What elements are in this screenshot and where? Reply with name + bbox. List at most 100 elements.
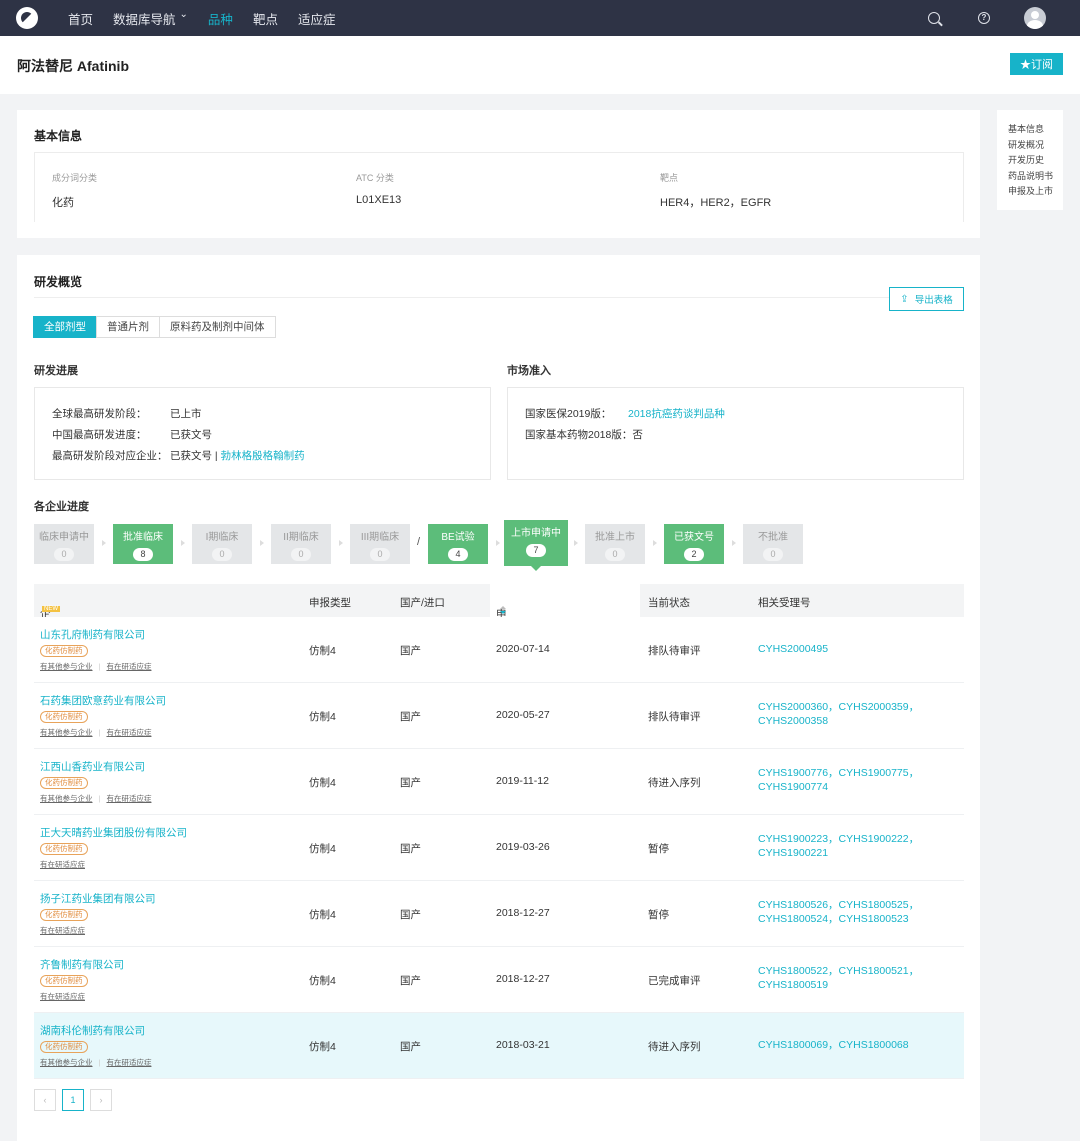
stage-5[interactable]: BE试验 4 bbox=[428, 524, 488, 564]
next-page-button[interactable]: › bbox=[90, 1089, 112, 1111]
status-cell: 已完成审评 bbox=[648, 975, 701, 987]
global-stage: 全球最高研发阶段： 已上市 bbox=[52, 406, 202, 421]
sub-separator: | bbox=[98, 728, 101, 737]
sub-links: 有在研适应症 bbox=[40, 859, 187, 870]
table-row: 江西山香药业有限公司 化药仿制药 有其他参与企业 | 有在研适应症 仿制4 国产 2019-1… bbox=[34, 749, 964, 815]
stage-8[interactable]: 已获文号 2 bbox=[664, 524, 724, 564]
company-link[interactable]: 齐鲁制药有限公司 bbox=[40, 959, 124, 971]
number-link[interactable]: CYHS1800526，CYHS1800525， bbox=[758, 899, 920, 911]
sub-link[interactable]: 有其他参与企业 bbox=[40, 728, 93, 737]
page-1-button[interactable]: 1 bbox=[62, 1089, 84, 1111]
nav-link-0[interactable]: 首页 bbox=[68, 12, 94, 27]
tab-1[interactable]: 普通片剂 bbox=[96, 316, 160, 338]
sub-link[interactable]: 有在研适应症 bbox=[106, 1058, 152, 1067]
number-link[interactable]: CYHS1900223，CYHS1900222， bbox=[758, 833, 920, 845]
number-link[interactable]: CYHS1900776，CYHS1900775， bbox=[758, 767, 920, 779]
side-nav-item-3[interactable]: 药品说明书 bbox=[1008, 170, 1054, 181]
date-cell: 2018-12-27 bbox=[496, 907, 550, 919]
field-target: 靶点 HER4，HER2，EGFR bbox=[660, 171, 771, 210]
company-link[interactable]: 石药集团欧意药业有限公司 bbox=[40, 695, 166, 707]
number-link[interactable]: CYHS1800519 bbox=[758, 979, 829, 991]
stage-4[interactable]: III期临床 0 bbox=[350, 524, 410, 564]
stage-0[interactable]: 临床申请中 0 bbox=[34, 524, 94, 564]
field-value: 化药 bbox=[52, 197, 74, 209]
sub-link[interactable]: 有在研适应症 bbox=[40, 860, 85, 869]
company-link[interactable]: 湖南科伦制药有限公司 bbox=[40, 1025, 145, 1037]
table-header: 企业名称NEW 申报类型 国产/进口 申请上市时间 当前状态 相关受理号 bbox=[34, 584, 964, 695]
stage-name: II期临床 bbox=[283, 532, 319, 543]
header-origin: 国产/进口 bbox=[400, 597, 445, 609]
nav-link-4[interactable]: 适应症 bbox=[297, 12, 336, 27]
sub-link[interactable]: 有在研适应症 bbox=[40, 992, 85, 1001]
sub-link[interactable]: 有在研适应症 bbox=[106, 794, 152, 803]
stages-title: 各企业进度 bbox=[34, 501, 89, 513]
top-nav: 首页 数据库导航 ⌄ 品种 靶点 适应症 ? bbox=[0, 0, 1080, 36]
company-separator: | bbox=[214, 450, 218, 462]
number-link[interactable]: CYHS2000358 bbox=[758, 715, 829, 727]
company-link[interactable]: 正大天晴药业集团股份有限公司 bbox=[40, 827, 187, 839]
nav-right: ? bbox=[928, 0, 1080, 36]
prev-page-button[interactable]: ‹ bbox=[34, 1089, 56, 1111]
sub-link[interactable]: 有其他参与企业 bbox=[40, 1058, 93, 1067]
sort-icon[interactable] bbox=[500, 606, 506, 614]
number-link[interactable]: CYHS1800524，CYHS1800523 bbox=[758, 913, 909, 925]
stage-name: BE试验 bbox=[441, 532, 475, 543]
insurance-link[interactable]: 2018抗癌药谈判品种 bbox=[628, 408, 725, 420]
company-link[interactable]: 勃林格殷格翰制药 bbox=[220, 450, 305, 462]
sub-link[interactable]: 有其他参与企业 bbox=[40, 794, 93, 803]
tab-2[interactable]: 原料药及制剂中间体 bbox=[159, 316, 276, 338]
number-link[interactable]: CYHS1800522，CYHS1800521， bbox=[758, 965, 920, 977]
stage-name: 临床申请中 bbox=[39, 532, 89, 543]
side-nav-item-0[interactable]: 基本信息 bbox=[1008, 124, 1045, 134]
type-cell: 仿制4 bbox=[309, 777, 336, 789]
chevron-right-icon bbox=[181, 540, 185, 546]
nav-link-1[interactable]: 数据库导航 bbox=[113, 12, 176, 27]
stage-9[interactable]: 不批准 0 bbox=[743, 524, 803, 564]
stage-count: 2 bbox=[684, 548, 704, 561]
number-link[interactable]: CYHS1800069，CYHS1800068 bbox=[758, 1039, 909, 1051]
subscribe-button[interactable]: ★订阅 bbox=[1010, 53, 1063, 75]
sub-link[interactable]: 有其他参与企业 bbox=[40, 662, 93, 671]
sub-link[interactable]: 有在研适应症 bbox=[106, 662, 152, 671]
stage-2[interactable]: I期临床 0 bbox=[192, 524, 252, 564]
stage-count: 4 bbox=[448, 548, 468, 561]
avatar[interactable] bbox=[1024, 7, 1046, 29]
type-cell: 仿制4 bbox=[309, 975, 336, 987]
field-ingredient-class: 成分词分类 化药 bbox=[52, 171, 97, 210]
nav-link-2[interactable]: 品种 bbox=[207, 12, 233, 27]
field-value: L01XE13 bbox=[356, 194, 402, 206]
number-link[interactable]: CYHS1900774 bbox=[758, 781, 829, 793]
chevron-down-icon[interactable]: ⌄ bbox=[179, 8, 188, 20]
side-nav-item-4[interactable]: 申报及上市 bbox=[1008, 186, 1054, 196]
stage-7[interactable]: 批准上市 0 bbox=[585, 524, 645, 564]
company-link[interactable]: 山东孔府制药有限公司 bbox=[40, 629, 145, 641]
company-cell: 湖南科伦制药有限公司 化药仿制药 有其他参与企业 | 有在研适应症 bbox=[40, 1023, 157, 1068]
help-icon[interactable]: ? bbox=[978, 12, 990, 24]
stage-1[interactable]: 批准临床 8 bbox=[113, 524, 173, 564]
table-row: 石药集团欧意药业有限公司 化药仿制药 有其他参与企业 | 有在研适应症 仿制4 国产 2020… bbox=[34, 683, 964, 749]
side-nav-item-2[interactable]: 开发历史 bbox=[1008, 155, 1045, 165]
side-nav-item-1[interactable]: 研发概况 bbox=[1008, 139, 1045, 150]
origin-cell: 国产 bbox=[400, 711, 421, 723]
number-link[interactable]: CYHS2000360，CYHS2000359， bbox=[758, 701, 920, 713]
app-logo-icon[interactable] bbox=[16, 7, 38, 29]
search-icon[interactable] bbox=[928, 12, 940, 24]
nav-link-3[interactable]: 靶点 bbox=[252, 12, 278, 27]
category-tag: 化药仿制药 bbox=[40, 777, 88, 789]
number-link[interactable]: CYHS1900221 bbox=[758, 847, 829, 859]
tab-0[interactable]: 全部剂型 bbox=[33, 316, 97, 338]
type-cell: 仿制4 bbox=[309, 843, 336, 855]
china-stage: 中国最高研发进度： 已获文号 bbox=[52, 427, 212, 442]
stage-6[interactable]: 上市申请中 7 bbox=[504, 520, 568, 571]
export-table-button[interactable]: ⇪ 导出表格 bbox=[889, 287, 964, 311]
global-stage-label: 全球最高研发阶段： bbox=[52, 408, 147, 420]
chevron-right-icon bbox=[339, 540, 343, 546]
sub-link[interactable]: 有在研适应症 bbox=[106, 728, 152, 737]
sub-link[interactable]: 有在研适应症 bbox=[40, 926, 85, 935]
number-link[interactable]: CYHS2000495 bbox=[758, 643, 829, 655]
stage-3[interactable]: II期临床 0 bbox=[271, 524, 331, 564]
date-cell: 2020-05-27 bbox=[496, 709, 550, 721]
company-link[interactable]: 江西山香药业有限公司 bbox=[40, 761, 145, 773]
numbers-cell: CYHS2000495 bbox=[758, 642, 828, 656]
company-link[interactable]: 扬子江药业集团有限公司 bbox=[40, 893, 156, 905]
